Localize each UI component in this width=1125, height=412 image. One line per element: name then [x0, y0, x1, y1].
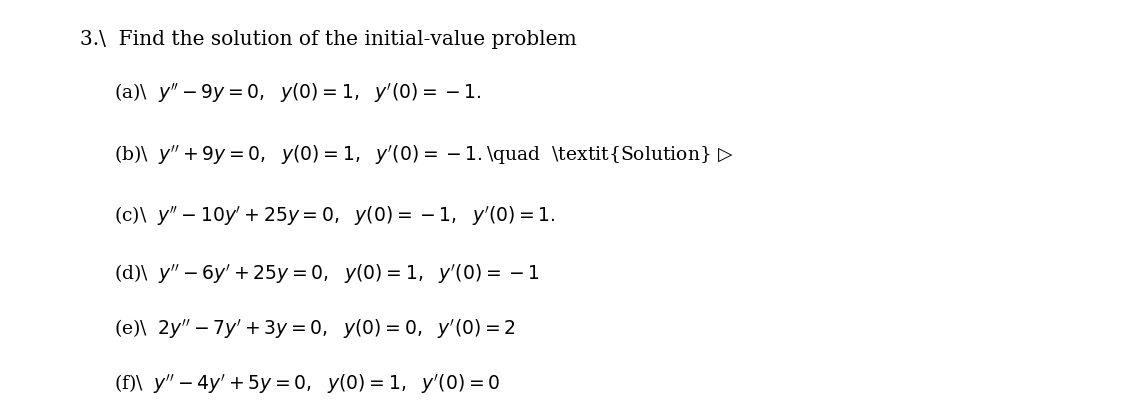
Text: (b)\  $y'' + 9y = 0,\ \ y(0) = 1,\ \ y'(0) = -1.$\quad  \textit{Solution} $\tria: (b)\ $y'' + 9y = 0,\ \ y(0) = 1,\ \ y'(0…: [114, 143, 734, 167]
Text: (d)\  $y'' - 6y' + 25y = 0,\ \ y(0) = 1,\ \ y'(0) = -1$: (d)\ $y'' - 6y' + 25y = 0,\ \ y(0) = 1,\…: [114, 262, 539, 286]
Text: (f)\  $y'' - 4y' + 5y = 0,\ \ y(0) = 1,\ \ y'(0) = 0$: (f)\ $y'' - 4y' + 5y = 0,\ \ y(0) = 1,\ …: [114, 372, 499, 396]
Text: (e)\  $2y'' - 7y' + 3y = 0,\ \ y(0) = 0,\ \ y'(0) = 2$: (e)\ $2y'' - 7y' + 3y = 0,\ \ y(0) = 0,\…: [114, 317, 515, 341]
Text: 3.\  Find the solution of the initial-value problem: 3.\ Find the solution of the initial-val…: [80, 30, 577, 49]
Text: (a)\  $y'' - 9y = 0,\ \ y(0) = 1,\ \ y'(0) = -1.$: (a)\ $y'' - 9y = 0,\ \ y(0) = 1,\ \ y'(0…: [114, 82, 481, 105]
Text: (c)\  $y'' - 10y' + 25y = 0,\ \ y(0) = -1,\ \ y'(0) = 1.$: (c)\ $y'' - 10y' + 25y = 0,\ \ y(0) = -1…: [114, 204, 556, 228]
